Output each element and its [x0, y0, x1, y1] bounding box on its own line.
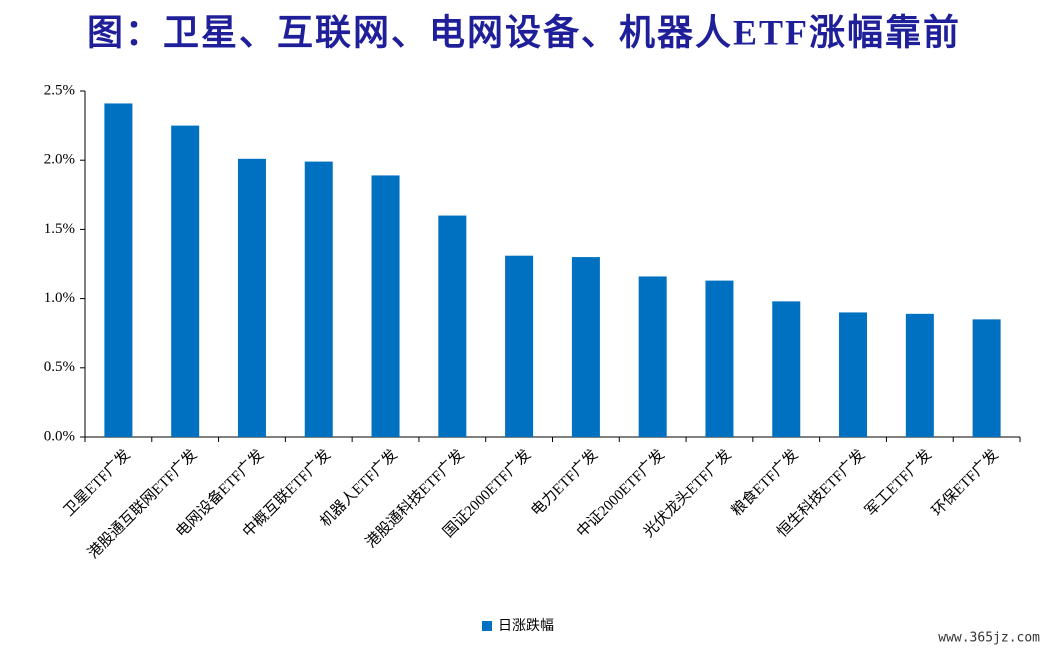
bar — [839, 312, 868, 437]
y-tick-label: 1.5% — [44, 221, 75, 237]
bar — [638, 276, 667, 437]
bar — [972, 319, 1001, 437]
x-tick-label: 港股通互联网ETF广发 — [85, 446, 201, 562]
bar — [905, 313, 934, 437]
chart-title: 图：卫星、互联网、电网设备、机器人ETF涨幅靠前 — [87, 12, 961, 52]
y-tick-label: 2.0% — [44, 152, 75, 168]
x-tick-label: 环保ETF广发 — [929, 446, 1002, 519]
y-tick-label: 2.5% — [44, 82, 75, 98]
bar — [505, 255, 534, 437]
bar — [705, 280, 734, 437]
x-tick-label: 军工ETF广发 — [862, 446, 935, 519]
bar — [171, 125, 200, 437]
x-tick-label: 粮食ETF广发 — [728, 446, 801, 519]
y-tick-label: 0.0% — [44, 428, 75, 444]
bar — [772, 301, 801, 437]
x-tick-label: 电力ETF广发 — [528, 446, 601, 519]
bar — [438, 215, 467, 437]
y-tick-label: 0.5% — [44, 359, 75, 375]
bar — [237, 158, 266, 438]
y-tick-label: 1.0% — [44, 290, 75, 306]
legend-label: 日涨跌幅 — [498, 618, 554, 634]
bar — [571, 257, 600, 437]
bar — [371, 175, 400, 437]
watermark: www.365jz.com — [938, 631, 1040, 646]
bar — [304, 161, 333, 438]
bar — [104, 103, 133, 438]
legend-swatch — [482, 621, 492, 631]
x-tick-label: 卫星ETF广发 — [60, 446, 133, 519]
